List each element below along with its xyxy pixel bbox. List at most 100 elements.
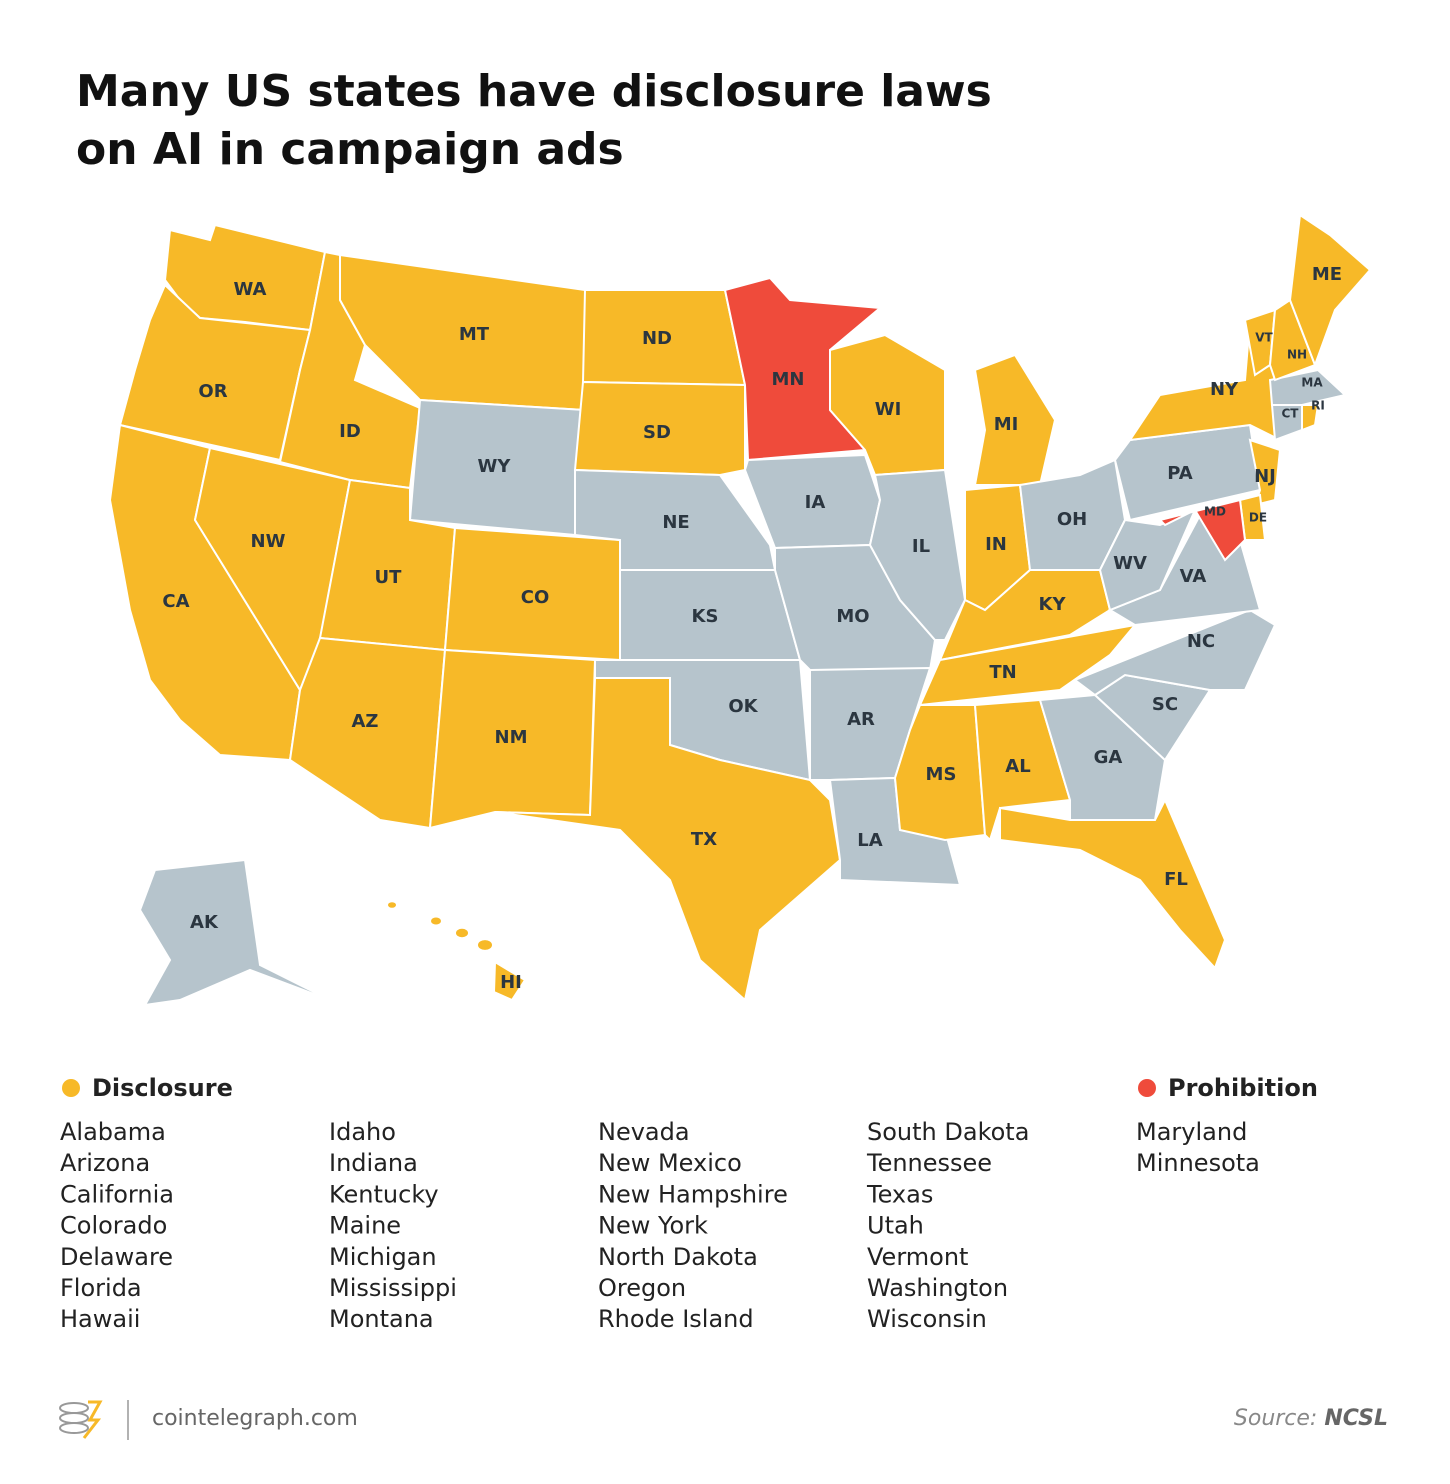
state-label: SD	[643, 422, 671, 443]
state-label: ME	[1312, 264, 1342, 285]
state-label: AZ	[352, 711, 379, 732]
legend-item: Delaware	[60, 1243, 173, 1271]
state-label: PA	[1167, 463, 1193, 484]
state	[999, 797, 1227, 970]
island	[431, 917, 441, 925]
state-label: WV	[1113, 553, 1147, 574]
legend-item: North Dakota	[598, 1243, 758, 1271]
legend-item: South Dakota	[867, 1118, 1029, 1146]
logo	[59, 1400, 103, 1439]
state	[492, 960, 527, 1002]
state-label: OH	[1057, 509, 1087, 530]
legend-item: Minnesota	[1136, 1149, 1260, 1177]
legend-heading: Prohibition	[1168, 1074, 1318, 1102]
state-label: UT	[375, 567, 403, 588]
state-label: NY	[1210, 379, 1239, 400]
legend-item: Maine	[329, 1212, 401, 1240]
state-label: CO	[521, 587, 550, 608]
legend-item: Alabama	[60, 1118, 166, 1146]
legend-item: Rhode Island	[598, 1305, 754, 1333]
legend-item: Washington	[867, 1274, 1008, 1302]
legend-item: Nevada	[598, 1118, 690, 1146]
title: Many US states have disclosure laws	[76, 66, 992, 117]
state	[573, 380, 746, 477]
state-label: CA	[162, 591, 189, 612]
legend-swatch	[62, 1079, 80, 1097]
island	[478, 940, 492, 950]
state	[1248, 438, 1282, 507]
state-label: RI	[1311, 399, 1325, 413]
state	[1301, 404, 1320, 432]
legend-item: Florida	[60, 1274, 142, 1302]
us-map: WA OR CA NW ID MT WY UT AZ CO NM ND SD NE KS OK TX MN IA MO…	[108, 213, 1372, 1007]
legend-item: Kentucky	[329, 1180, 439, 1208]
state-label: GA	[1094, 747, 1123, 768]
state-label: OR	[198, 381, 227, 402]
state-label: KY	[1039, 594, 1067, 615]
state-label: HI	[500, 972, 522, 993]
island	[388, 902, 396, 908]
state-label: NH	[1287, 348, 1307, 362]
state-label: SC	[1152, 694, 1178, 715]
state-label: NM	[495, 727, 528, 748]
legend-item: Maryland	[1136, 1118, 1247, 1146]
legend-item: California	[60, 1180, 174, 1208]
legend-item: Indiana	[329, 1149, 418, 1177]
site: cointelegraph.com	[152, 1406, 358, 1431]
legend-swatch	[1138, 1079, 1156, 1097]
state-label: NW	[251, 531, 286, 552]
source-name: NCSL	[1324, 1406, 1388, 1431]
source: Source: NCSL	[1234, 1406, 1388, 1431]
legend-item: Colorado	[60, 1212, 167, 1240]
legend-item: Hawaii	[60, 1305, 140, 1333]
state	[1268, 298, 1317, 382]
legend-item: New York	[598, 1212, 708, 1240]
source-prefix: Source:	[1234, 1406, 1317, 1431]
state-label: MO	[836, 606, 869, 627]
legend-item: Idaho	[329, 1118, 396, 1146]
legend-item: Texas	[866, 1180, 933, 1208]
state-label: IL	[912, 536, 930, 557]
state-label: VA	[1180, 566, 1207, 587]
state-label: NJ	[1254, 466, 1276, 487]
legend-heading: Disclosure	[92, 1074, 233, 1102]
legend-item: Arizona	[60, 1149, 150, 1177]
state-label: KS	[692, 606, 719, 627]
state-label: WI	[875, 399, 902, 420]
state	[1288, 213, 1372, 368]
state-label: IN	[985, 534, 1007, 555]
title: on AI in campaign ads	[76, 124, 624, 175]
state-label: FL	[1164, 869, 1188, 890]
legend-item: Utah	[867, 1212, 924, 1240]
legend-item: Wisconsin	[867, 1305, 987, 1333]
island	[456, 928, 468, 938]
state	[494, 677, 842, 1002]
state-label: MA	[1301, 376, 1323, 390]
state	[918, 623, 1138, 707]
state-label: AR	[847, 709, 875, 730]
legend-item: New Hampshire	[598, 1180, 788, 1208]
state-label: NE	[662, 512, 689, 533]
legend-item: Vermont	[867, 1243, 968, 1271]
state-label: AK	[190, 912, 219, 933]
state-label: WA	[234, 279, 267, 300]
legend-item: Mississippi	[329, 1274, 457, 1302]
state-label: CT	[1282, 407, 1300, 421]
state-label: ID	[339, 421, 361, 442]
state-label: LA	[857, 830, 882, 851]
state	[138, 858, 331, 1007]
state-label: IA	[805, 492, 826, 513]
state-label: DE	[1249, 511, 1267, 525]
state-label: TN	[989, 662, 1016, 683]
state-label: MT	[459, 324, 490, 345]
state-label: MI	[994, 414, 1019, 435]
state-label: ND	[642, 328, 672, 349]
state-label: OK	[728, 696, 758, 717]
state-label: MS	[926, 764, 957, 785]
legend-item: Montana	[329, 1305, 434, 1333]
state-label: WY	[478, 456, 512, 477]
state-label: MD	[1204, 505, 1226, 519]
legend-item: Oregon	[598, 1274, 686, 1302]
state	[1072, 608, 1277, 697]
